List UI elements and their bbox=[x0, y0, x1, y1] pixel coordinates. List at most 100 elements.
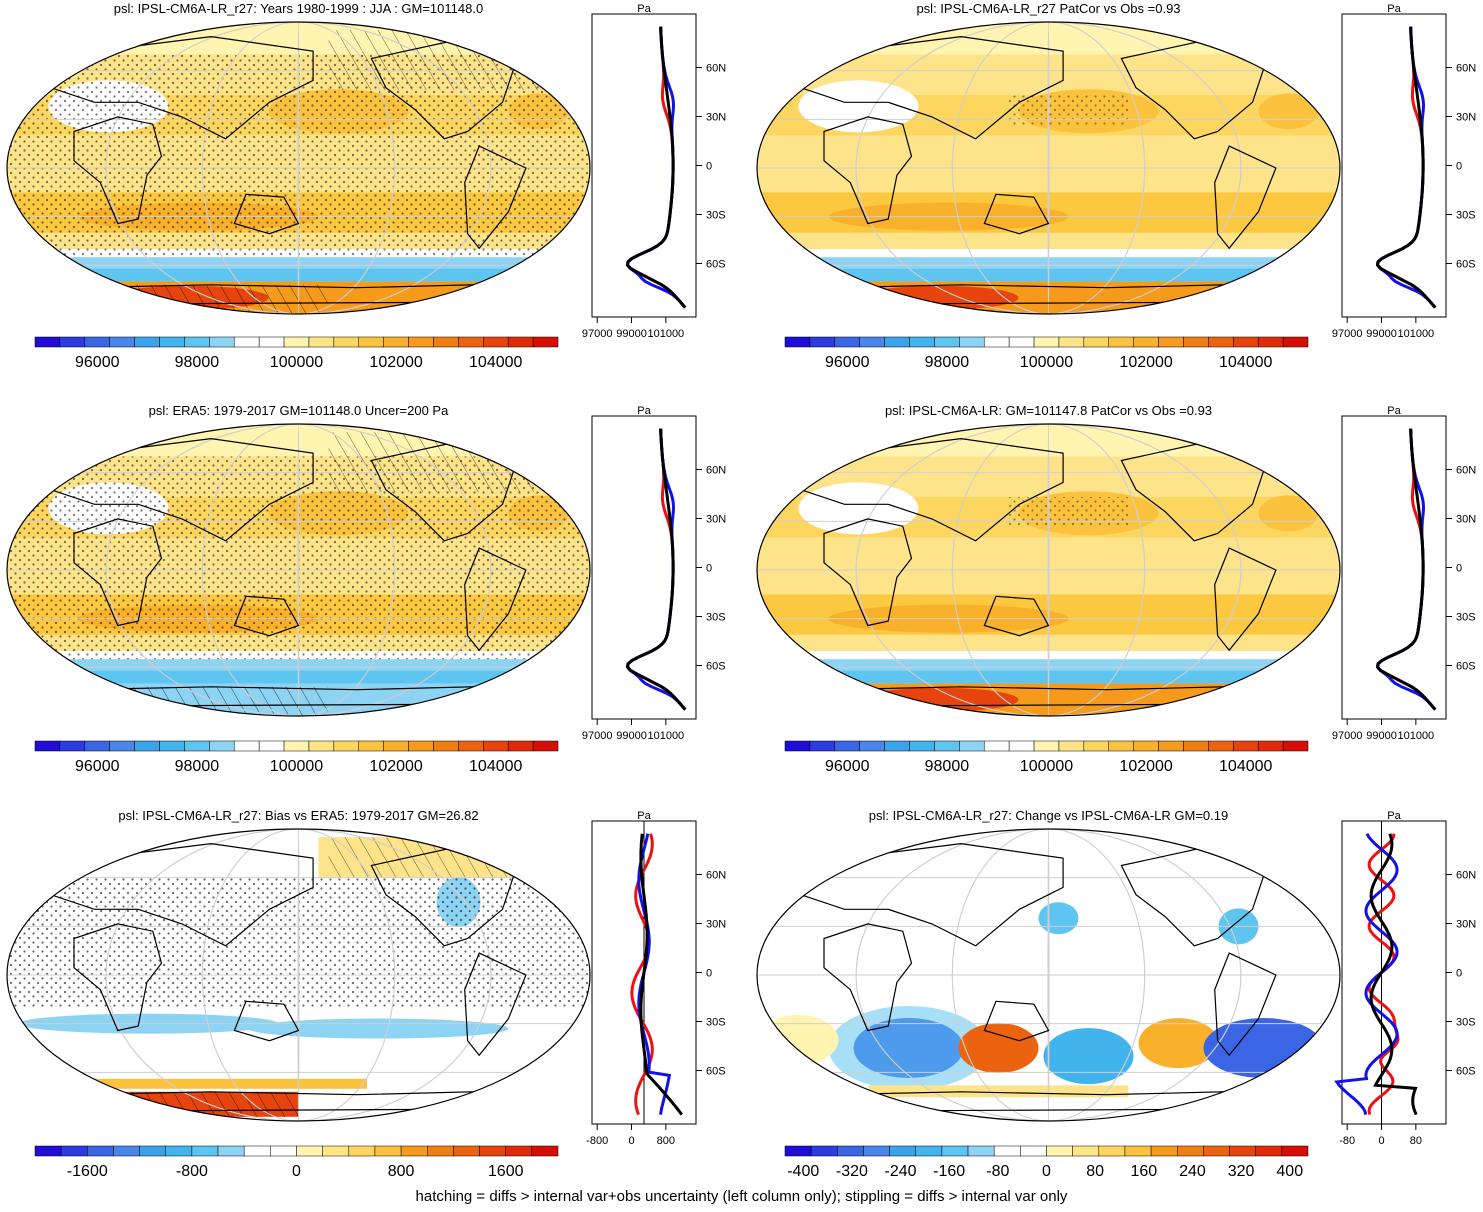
profile-x-label: 97000 bbox=[582, 328, 613, 340]
colorbar-box bbox=[87, 1145, 114, 1157]
colorbar-box bbox=[859, 336, 885, 348]
colorbar-box bbox=[383, 740, 409, 752]
grid-meridian bbox=[951, 22, 1146, 314]
colorbar-box bbox=[809, 336, 836, 348]
colorbar-tick-label: 96000 bbox=[75, 758, 120, 775]
profile-series-black bbox=[626, 26, 687, 309]
grid-meridian bbox=[1047, 829, 1050, 1121]
colorbar-box bbox=[993, 1145, 1021, 1157]
map-field bbox=[7, 829, 590, 1121]
colorbar-box bbox=[113, 1145, 140, 1157]
colorbar-box bbox=[1208, 740, 1234, 752]
colorbar-box bbox=[834, 740, 860, 752]
profile-x-label: -80 bbox=[1339, 1135, 1355, 1147]
colorbar-box bbox=[967, 1145, 995, 1157]
coastline bbox=[73, 116, 163, 225]
profile-y-label: 30N bbox=[1456, 112, 1476, 124]
colorbar-box bbox=[983, 336, 1010, 348]
colorbar-box bbox=[1008, 336, 1035, 348]
colorbar-box bbox=[1033, 336, 1060, 348]
profile-x-label: 99000 bbox=[616, 730, 647, 742]
grid-meridian bbox=[297, 22, 300, 314]
profile-y-label: 60S bbox=[706, 1065, 726, 1077]
profile-y-label: 30S bbox=[706, 209, 726, 221]
colorbar-box bbox=[1255, 1145, 1283, 1157]
coastline bbox=[823, 518, 913, 627]
pressure-high bbox=[1258, 495, 1319, 532]
grid-meridian bbox=[951, 829, 1146, 1121]
profile-unit: Pa bbox=[637, 3, 651, 15]
hatching bbox=[328, 837, 590, 878]
map-outline bbox=[6, 423, 591, 717]
colorbar-box bbox=[884, 336, 910, 348]
colorbar-box bbox=[505, 1145, 533, 1157]
colorbar-box bbox=[1208, 336, 1234, 348]
coastline bbox=[1214, 952, 1277, 1057]
profile-frame bbox=[1341, 13, 1447, 318]
colorbar-box bbox=[1108, 336, 1134, 348]
profile-x-label: 0 bbox=[1378, 1135, 1384, 1147]
colorbar-tick-label: 98000 bbox=[175, 354, 220, 371]
colorbar-box bbox=[134, 336, 160, 348]
profile-series-black bbox=[1376, 26, 1437, 309]
colorbar-box bbox=[884, 740, 910, 752]
colorbar-box bbox=[1083, 740, 1110, 752]
coastline bbox=[799, 437, 1064, 542]
colorbar-box bbox=[532, 740, 559, 752]
panel-title: psl: ERA5: 1979-2017 GM=101148.0 Uncer=2… bbox=[149, 403, 449, 418]
profile-unit: Pa bbox=[1387, 3, 1401, 15]
change-positive bbox=[758, 1014, 839, 1065]
profile-y-label: 60S bbox=[1456, 1065, 1476, 1077]
colorbar-tick-label: 100000 bbox=[270, 758, 323, 775]
colorbar-tick-label: -400 bbox=[787, 1163, 819, 1180]
colorbar-tick-label: 96000 bbox=[825, 758, 870, 775]
colorbar-box bbox=[233, 336, 260, 348]
zonal-profile: 60N 30N 0 30S 60S -80 0 80 Pa bbox=[1334, 810, 1476, 1147]
colorbar: -400 -320 -240 -160 -80 0 80 160 240 320 400 bbox=[784, 1145, 1309, 1180]
colorbar-tick-label: 104000 bbox=[469, 758, 522, 775]
profile-x-label: 99000 bbox=[1366, 730, 1397, 742]
profile-y-label: 30S bbox=[1456, 1016, 1476, 1028]
colorbar-box bbox=[889, 1145, 916, 1157]
colorbar-box bbox=[837, 1145, 864, 1157]
colorbar-box bbox=[433, 336, 459, 348]
coastline bbox=[49, 842, 314, 947]
change-negative bbox=[1203, 1018, 1324, 1078]
coastline bbox=[464, 952, 527, 1057]
grid-meridian bbox=[1047, 424, 1050, 716]
colorbar-box bbox=[308, 336, 335, 348]
colorbar-box bbox=[1257, 740, 1284, 752]
colorbar-box bbox=[333, 740, 360, 752]
colorbar-box bbox=[959, 336, 985, 348]
colorbar-tick-label: 0 bbox=[292, 1163, 301, 1180]
colorbar-box bbox=[458, 336, 484, 348]
profile-y-label: 0 bbox=[1456, 563, 1462, 575]
colorbar-box bbox=[408, 336, 434, 348]
colorbar-box bbox=[109, 336, 135, 348]
colorbar-box bbox=[934, 740, 960, 752]
map-field bbox=[7, 22, 590, 314]
colorbar-tick-label: -800 bbox=[176, 1163, 208, 1180]
colorbar-box bbox=[34, 1145, 62, 1157]
colorbar-tick-label: 98000 bbox=[925, 758, 970, 775]
colorbar-tick-label: 104000 bbox=[469, 354, 522, 371]
colorbar-box bbox=[1233, 740, 1259, 752]
grid-meridian bbox=[951, 424, 1146, 716]
panel-title: psl: IPSL-CM6A-LR: GM=101147.8 PatCor vs… bbox=[885, 403, 1212, 418]
profile-frame bbox=[1341, 820, 1447, 1125]
colorbar-box bbox=[383, 336, 409, 348]
coastline bbox=[983, 193, 1050, 235]
colorbar-tick-label: 96000 bbox=[75, 354, 120, 371]
colorbar-box bbox=[1033, 740, 1060, 752]
colorbar-box bbox=[270, 1145, 297, 1157]
colorbar-box bbox=[810, 1145, 838, 1157]
colorbar-box bbox=[184, 740, 210, 752]
colorbar-tick-label: 98000 bbox=[925, 354, 970, 371]
colorbar-box bbox=[333, 336, 360, 348]
colorbar-box bbox=[934, 336, 960, 348]
profile-y-label: 60N bbox=[1456, 63, 1476, 75]
panel-title: psl: IPSL-CM6A-LR_r27 PatCor vs Obs =0.9… bbox=[916, 1, 1180, 16]
colorbar-box bbox=[408, 740, 434, 752]
colorbar-box bbox=[909, 740, 935, 752]
profile-y-label: 60N bbox=[706, 870, 726, 882]
